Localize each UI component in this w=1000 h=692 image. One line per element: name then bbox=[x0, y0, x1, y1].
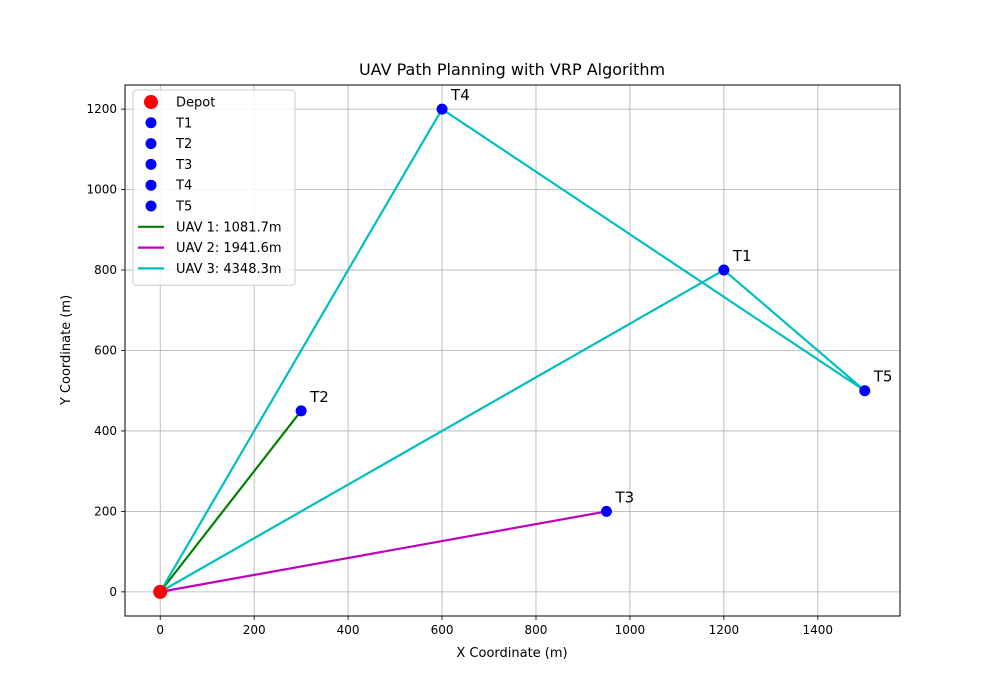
y-axis-label: Y Coordinate (m) bbox=[59, 295, 74, 406]
legend-entry-t2-label: T2 bbox=[175, 137, 192, 152]
legend-entry-t1-marker bbox=[145, 117, 157, 129]
x-tick-label: 0 bbox=[156, 623, 164, 637]
y-tick-label: 800 bbox=[94, 263, 117, 277]
target-point-t5 bbox=[859, 385, 871, 397]
point-label-layer: T1 T2 T3 T4 T5 bbox=[309, 86, 892, 506]
legend-entry-t4-marker bbox=[145, 179, 157, 191]
legend: Depot T1 T2 T3 T4 T5 UAV 1: 1081.7m UAV 2: 1941… bbox=[132, 89, 296, 286]
y-tick-label: 0 bbox=[109, 585, 117, 599]
legend-entry-t2-marker bbox=[145, 138, 157, 150]
legend-entry-t3-marker bbox=[145, 158, 157, 170]
legend-entry-uav-3-label: UAV 3: 4348.3m bbox=[176, 262, 282, 277]
target-point-t1 bbox=[718, 264, 730, 276]
depot-point bbox=[153, 584, 168, 599]
x-tick-label: 1200 bbox=[709, 623, 740, 637]
y-tick-label: 600 bbox=[94, 344, 117, 358]
plot-frame bbox=[124, 84, 901, 617]
y-tick-label: 400 bbox=[94, 424, 117, 438]
legend-entry-t1-label: T1 bbox=[175, 116, 192, 131]
target-label-t2: T2 bbox=[309, 388, 329, 406]
x-tick-label: 1400 bbox=[803, 623, 834, 637]
legend-entry-t5-marker bbox=[145, 200, 157, 212]
x-tick-label: 400 bbox=[337, 623, 360, 637]
chart-title: UAV Path Planning with VRP Algorithm bbox=[359, 60, 665, 79]
target-label-t5: T5 bbox=[873, 368, 893, 386]
legend-entry-uav-1-label: UAV 1: 1081.7m bbox=[176, 220, 282, 235]
legend-entry-depot-marker bbox=[144, 95, 158, 109]
legend-entry-depot-label: Depot bbox=[176, 96, 215, 111]
legend-box bbox=[132, 89, 296, 286]
target-point-t2 bbox=[295, 405, 307, 417]
x-axis-label: X Coordinate (m) bbox=[456, 646, 567, 661]
x-tick-label: 800 bbox=[525, 623, 548, 637]
tick-layer: 0 200 400 600 800 1000 1200 1400 0 200 400 600 800 10… bbox=[86, 102, 833, 637]
target-label-t3: T3 bbox=[614, 488, 634, 506]
x-tick-label: 600 bbox=[431, 623, 454, 637]
legend-entry-t3-label: T3 bbox=[175, 158, 192, 173]
y-tick-label: 1200 bbox=[86, 102, 117, 116]
legend-entry-t5-label: T5 bbox=[175, 200, 192, 215]
legend-entry-uav-2-label: UAV 2: 1941.6m bbox=[176, 241, 282, 256]
x-tick-label: 200 bbox=[243, 623, 266, 637]
target-label-t1: T1 bbox=[732, 247, 752, 265]
legend-entry-t4-label: T4 bbox=[175, 179, 192, 194]
target-point-t3 bbox=[600, 505, 612, 517]
point-layer bbox=[153, 103, 871, 599]
y-tick-label: 1000 bbox=[86, 183, 117, 197]
target-point-t4 bbox=[436, 103, 448, 115]
y-tick-label: 200 bbox=[94, 504, 117, 518]
x-tick-label: 1000 bbox=[615, 623, 646, 637]
target-label-t4: T4 bbox=[450, 86, 470, 104]
grid-layer bbox=[125, 85, 900, 616]
